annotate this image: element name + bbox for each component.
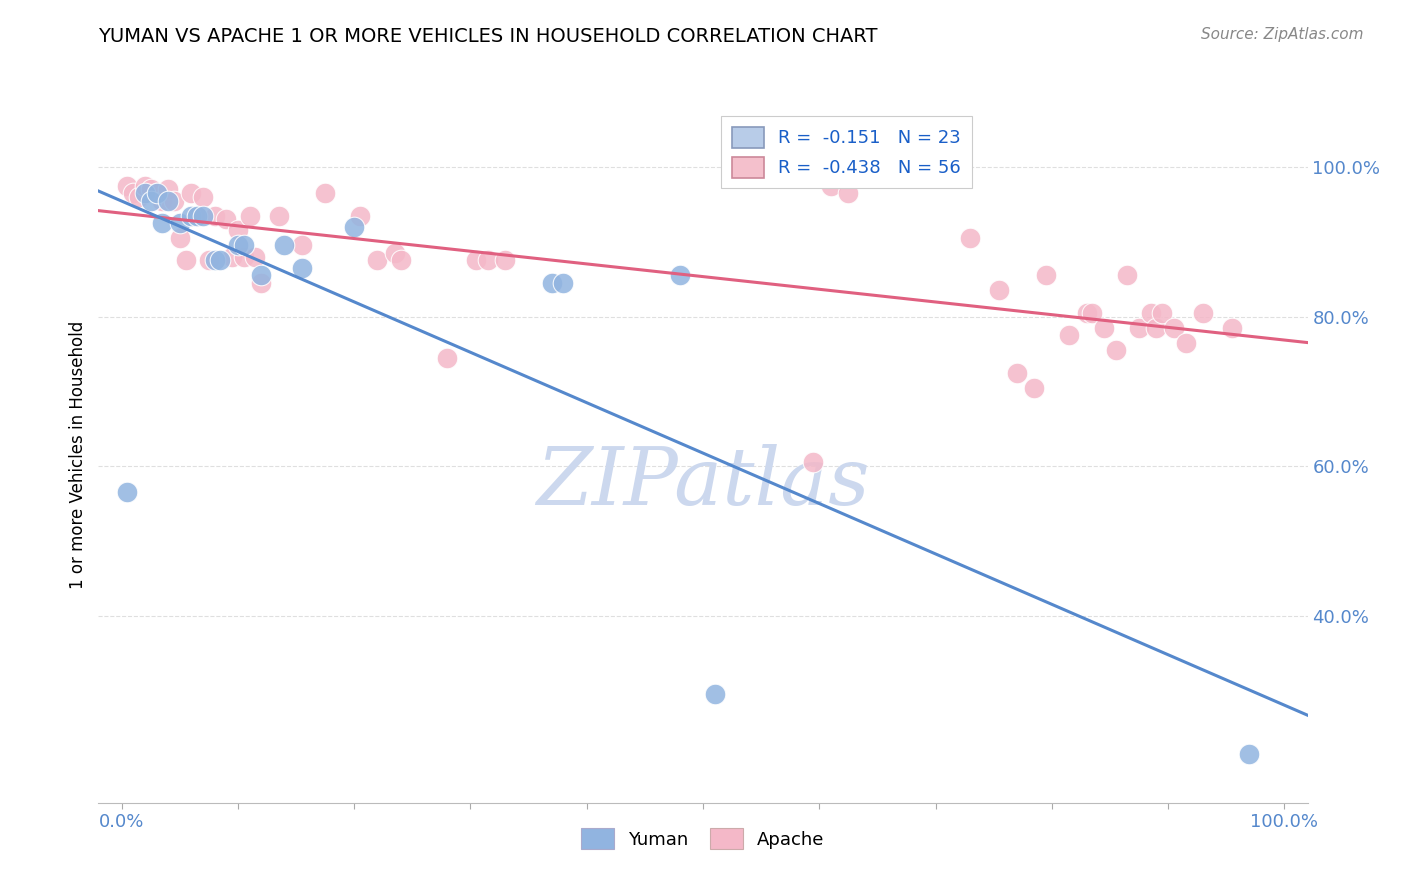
Point [1144, 320, 1167, 334]
Point [1128, 320, 1150, 334]
Point [174, 253, 197, 268]
Point [139, 194, 162, 208]
Point [1105, 343, 1128, 358]
Point [145, 186, 167, 200]
Point [465, 253, 488, 268]
Point [157, 182, 180, 196]
Point [1163, 320, 1185, 334]
Point [1220, 320, 1243, 334]
Point [180, 186, 202, 200]
Point [1139, 306, 1161, 320]
Point [250, 276, 273, 290]
Point [988, 283, 1011, 297]
Point [1035, 268, 1057, 283]
Point [191, 190, 214, 204]
Point [250, 268, 273, 283]
Point [314, 186, 336, 200]
Point [494, 253, 516, 268]
Point [436, 351, 458, 365]
Point [209, 253, 232, 268]
Point [117, 485, 139, 500]
Point [1081, 306, 1104, 320]
Point [1024, 381, 1046, 395]
Point [150, 194, 173, 208]
Point [191, 209, 214, 223]
Point [366, 253, 388, 268]
Point [668, 268, 690, 283]
Point [477, 253, 499, 268]
Point [267, 209, 290, 223]
Point [186, 209, 208, 223]
Point [232, 238, 254, 252]
Point [128, 190, 150, 204]
Point [703, 687, 725, 701]
Point [239, 209, 262, 223]
Point [169, 216, 191, 230]
Point [820, 178, 842, 193]
Point [180, 209, 202, 223]
Point [1152, 306, 1174, 320]
Point [553, 276, 575, 290]
Point [1116, 268, 1139, 283]
Point [139, 182, 162, 196]
Point [204, 209, 226, 223]
Point [122, 186, 145, 200]
Point [226, 238, 249, 252]
Point [540, 276, 562, 290]
Point [389, 253, 412, 268]
Point [1057, 328, 1080, 343]
Point [1174, 335, 1197, 350]
Point [204, 253, 226, 268]
Point [226, 223, 249, 237]
Point [169, 231, 191, 245]
Legend: Yuman, Apache: Yuman, Apache [574, 822, 832, 856]
Point [163, 194, 186, 208]
Point [291, 260, 314, 275]
Point [134, 186, 156, 200]
Point [232, 250, 254, 264]
Point [1005, 366, 1028, 380]
Point [803, 455, 825, 469]
Text: ZIPatlas: ZIPatlas [536, 444, 870, 522]
Point [1192, 306, 1215, 320]
Point [1239, 747, 1261, 761]
Point [1076, 306, 1098, 320]
Point [384, 246, 406, 260]
Point [198, 253, 221, 268]
Point [215, 212, 238, 227]
Text: YUMAN VS APACHE 1 OR MORE VEHICLES IN HOUSEHOLD CORRELATION CHART: YUMAN VS APACHE 1 OR MORE VEHICLES IN HO… [98, 27, 877, 45]
Point [1092, 320, 1115, 334]
Point [837, 186, 859, 200]
Point [134, 178, 156, 193]
Point [117, 178, 139, 193]
Point [186, 209, 208, 223]
Text: Source: ZipAtlas.com: Source: ZipAtlas.com [1201, 27, 1364, 42]
Point [291, 238, 314, 252]
Point [349, 209, 371, 223]
Point [221, 250, 243, 264]
Point [959, 231, 981, 245]
Point [150, 216, 173, 230]
Point [145, 186, 167, 200]
Point [245, 250, 267, 264]
Point [273, 238, 295, 252]
Point [343, 219, 366, 234]
Y-axis label: 1 or more Vehicles in Household: 1 or more Vehicles in Household [69, 321, 87, 589]
Point [157, 194, 180, 208]
